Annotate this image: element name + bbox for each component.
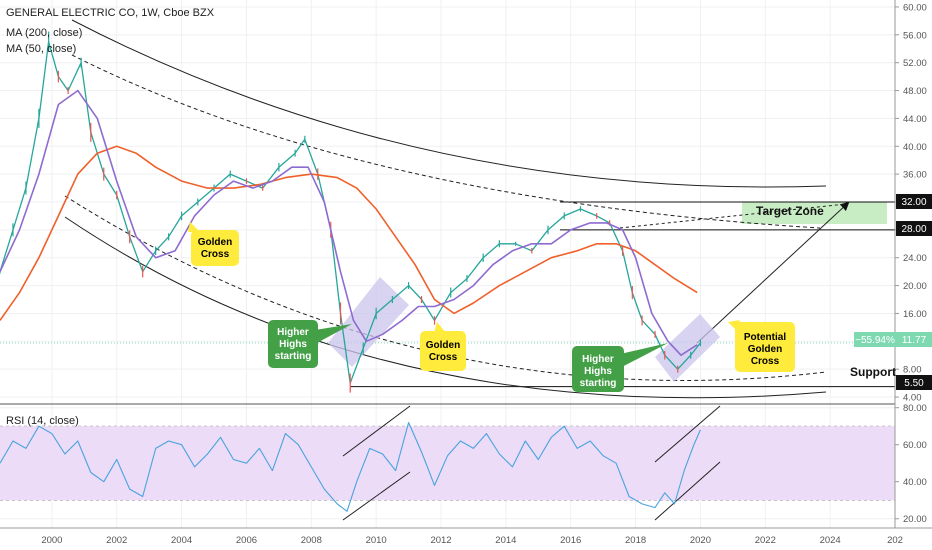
price-series bbox=[0, 31, 702, 393]
price-channel-2 bbox=[655, 314, 720, 382]
series-ma50 bbox=[0, 89, 698, 356]
callout-higher-highs-2: Higher Highs starting bbox=[572, 343, 668, 392]
badge-550: 5.50 bbox=[896, 375, 932, 390]
svg-text:32.00: 32.00 bbox=[901, 197, 926, 208]
y-tick-label: 36.00 bbox=[903, 170, 927, 181]
y-tick-label: 24.00 bbox=[903, 253, 927, 264]
rsi-line bbox=[0, 421, 701, 512]
rsi-tick-label: 20.00 bbox=[903, 514, 927, 525]
y-tick-label: 20.00 bbox=[903, 281, 927, 292]
x-tick-label: 2008 bbox=[301, 535, 322, 546]
x-tick-label: 2016 bbox=[560, 535, 581, 546]
y-tick-label: 40.00 bbox=[903, 142, 927, 153]
svg-text:5.50: 5.50 bbox=[904, 378, 924, 389]
ma50-legend[interactable]: MA (50, close) bbox=[6, 43, 76, 55]
middle-arc-dashed bbox=[71, 54, 821, 229]
projection-arrow bbox=[696, 201, 850, 344]
series-ma200 bbox=[0, 145, 698, 321]
bottom-arc bbox=[64, 216, 827, 399]
y-tick-label: 48.00 bbox=[903, 86, 927, 97]
target-zone-box bbox=[742, 202, 887, 224]
rsi-channel-2a bbox=[654, 405, 721, 463]
callout-golden-cross-1: Golden Cross bbox=[188, 222, 239, 266]
support-label: Support bbox=[850, 365, 896, 379]
callout-text: Golden bbox=[198, 237, 232, 248]
time-axis[interactable]: 2000 2002 2004 2006 2008 2010 2012 2014 2016 2018… bbox=[41, 535, 903, 546]
x-tick-label: 2010 bbox=[366, 535, 387, 546]
x-tick-label: 2012 bbox=[430, 535, 451, 546]
svg-text:−55.94%: −55.94% bbox=[855, 335, 895, 346]
callout-text: Golden bbox=[426, 340, 460, 351]
rsi-channel-1a bbox=[342, 405, 411, 457]
badge-32: 32.00 bbox=[896, 194, 932, 209]
callout-potential-golden-cross: Potential Golden Cross bbox=[728, 320, 795, 372]
x-tick-label: 2000 bbox=[41, 535, 62, 546]
y-tick-label: 52.00 bbox=[903, 58, 927, 69]
rsi-channel-1b bbox=[342, 471, 411, 521]
x-tick-label: 2006 bbox=[236, 535, 257, 546]
x-tick-label: 2024 bbox=[820, 535, 841, 546]
callout-text: starting bbox=[275, 351, 312, 362]
ma200-legend[interactable]: MA (200, close) bbox=[6, 27, 82, 39]
rsi-tick-label: 80.00 bbox=[903, 403, 927, 414]
y-tick-label: 56.00 bbox=[903, 30, 927, 41]
badge-last-price: −55.94% 11.77 bbox=[854, 332, 932, 347]
y-tick-label: 60.00 bbox=[903, 2, 927, 13]
target-zone-label: Target Zone bbox=[756, 204, 824, 218]
rsi-tick-label: 60.00 bbox=[903, 440, 927, 451]
callout-text: starting bbox=[580, 378, 617, 389]
callout-text: Higher bbox=[277, 327, 309, 338]
rsi-axis[interactable]: 20.00 40.00 60.00 80.00 bbox=[895, 403, 927, 525]
x-tick-label: 2004 bbox=[171, 535, 192, 546]
rsi-legend[interactable]: RSI (14, close) bbox=[6, 415, 79, 427]
rsi-series bbox=[0, 421, 701, 512]
right-arrow-dashed bbox=[619, 203, 847, 229]
chart-title: GENERAL ELECTRIC CO, 1W, Cboe BZX bbox=[6, 7, 215, 19]
rsi-channel-2b bbox=[654, 461, 721, 521]
svg-text:28.00: 28.00 bbox=[901, 224, 926, 235]
x-tick-label: 2014 bbox=[495, 535, 516, 546]
callout-golden-cross-2: Golden Cross bbox=[420, 322, 466, 371]
y-tick-label: 16.00 bbox=[903, 309, 927, 320]
callout-text: Higher bbox=[582, 354, 614, 365]
callout-higher-highs-1: Higher Highs starting bbox=[268, 320, 352, 368]
callout-text: Cross bbox=[201, 249, 230, 260]
rsi-tick-label: 40.00 bbox=[903, 477, 927, 488]
svg-text:11.77: 11.77 bbox=[902, 335, 927, 346]
rsi-band bbox=[0, 426, 895, 501]
callout-text: Highs bbox=[584, 366, 612, 377]
callout-text: Cross bbox=[429, 352, 458, 363]
y-tick-label: 44.00 bbox=[903, 114, 927, 125]
callout-text: Potential bbox=[744, 332, 786, 343]
callout-text: Golden bbox=[748, 344, 782, 355]
upper-arc bbox=[71, 19, 827, 188]
x-tick-label: 2020 bbox=[690, 535, 711, 546]
x-tick-label: 2018 bbox=[625, 535, 646, 546]
badge-28: 28.00 bbox=[896, 221, 932, 236]
y-tick-label: 8.00 bbox=[903, 365, 922, 376]
x-tick-label: 2002 bbox=[106, 535, 127, 546]
x-tick-label: 202 bbox=[887, 535, 903, 546]
x-tick-label: 2022 bbox=[755, 535, 776, 546]
y-tick-label: 4.00 bbox=[903, 393, 922, 404]
price-channel-1 bbox=[328, 277, 409, 367]
callout-text: Cross bbox=[751, 356, 780, 367]
callout-text: Highs bbox=[279, 339, 307, 350]
